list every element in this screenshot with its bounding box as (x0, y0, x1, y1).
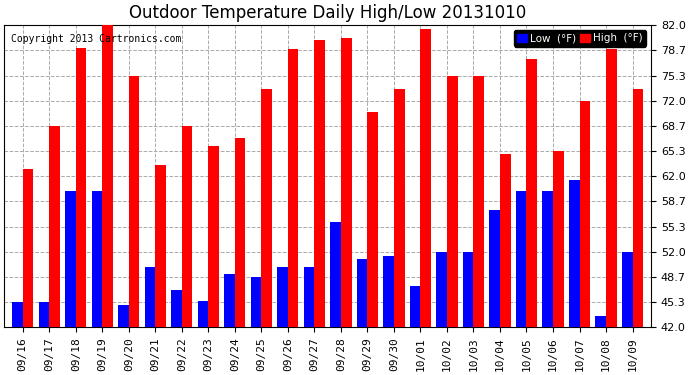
Bar (129, 76, 139, 327)
Bar (49, 126, 60, 327)
Bar (208, 146, 219, 327)
Bar (357, 260, 367, 327)
Bar (315, 40, 325, 327)
Bar (410, 286, 420, 327)
Bar (595, 316, 606, 327)
Bar (420, 29, 431, 327)
Bar (181, 126, 193, 327)
Bar (542, 191, 553, 327)
Bar (304, 267, 315, 327)
Bar (500, 154, 511, 327)
Bar (447, 76, 457, 327)
Bar (436, 252, 447, 327)
Bar (394, 89, 404, 327)
Bar (235, 138, 246, 327)
Title: Outdoor Temperature Daily High/Low 20131010: Outdoor Temperature Daily High/Low 20131… (129, 4, 526, 22)
Bar (198, 301, 208, 327)
Bar (463, 252, 473, 327)
Bar (250, 277, 262, 327)
Bar (580, 100, 590, 327)
Bar (12, 302, 23, 327)
Legend: Low  (°F), High  (°F): Low (°F), High (°F) (513, 30, 646, 46)
Bar (262, 89, 272, 327)
Bar (23, 169, 33, 327)
Bar (277, 267, 288, 327)
Bar (516, 191, 526, 327)
Bar (553, 151, 564, 327)
Bar (65, 191, 76, 327)
Bar (367, 112, 378, 327)
Bar (39, 302, 49, 327)
Bar (622, 252, 633, 327)
Bar (155, 165, 166, 327)
Bar (171, 290, 181, 327)
Bar (633, 89, 643, 327)
Bar (526, 59, 537, 327)
Bar (473, 76, 484, 327)
Bar (606, 49, 617, 327)
Bar (92, 191, 102, 327)
Bar (384, 256, 394, 327)
Bar (118, 305, 129, 327)
Bar (489, 210, 500, 327)
Bar (331, 222, 341, 327)
Bar (102, 18, 113, 327)
Bar (569, 180, 580, 327)
Bar (145, 267, 155, 327)
Bar (76, 48, 86, 327)
Bar (341, 38, 351, 327)
Bar (288, 49, 299, 327)
Text: Copyright 2013 Cartronics.com: Copyright 2013 Cartronics.com (10, 34, 181, 44)
Bar (224, 274, 235, 327)
